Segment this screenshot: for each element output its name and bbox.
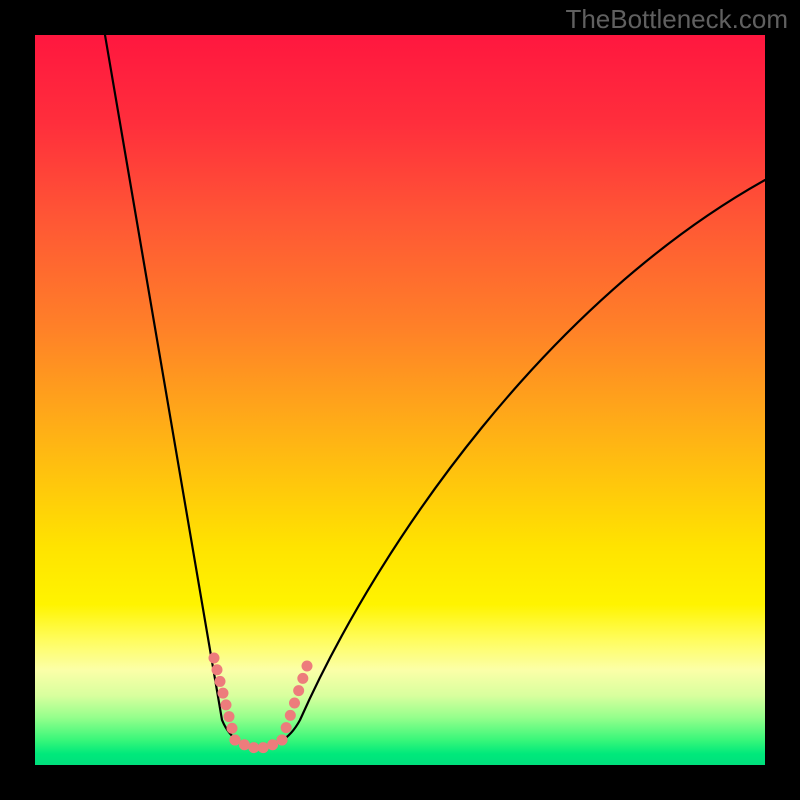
watermark-text: TheBottleneck.com — [565, 4, 788, 35]
chart-frame: TheBottleneck.com — [0, 0, 800, 800]
bottleneck-chart — [0, 0, 800, 800]
